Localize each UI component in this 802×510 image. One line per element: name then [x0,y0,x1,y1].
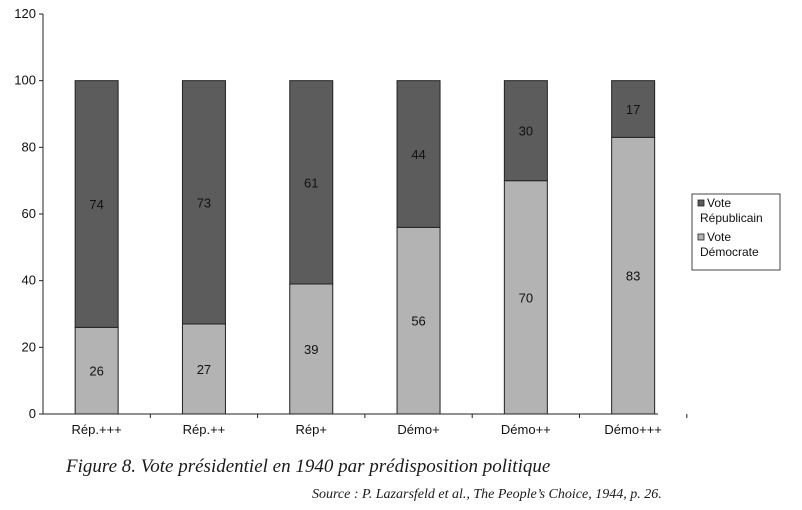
data-label: 26 [89,364,103,379]
y-tick-label: 60 [22,206,36,221]
bar-republicain [503,80,548,182]
bar-republicain [396,80,441,228]
y-tick-label: 20 [22,339,36,354]
x-tick-label: Démo++ [501,422,551,437]
bar-democrate [181,323,226,415]
legend-label: Démocrate [700,245,759,259]
data-label: 61 [304,175,318,190]
data-label: 83 [626,269,640,284]
figure-caption: Figure 8. Vote présidentiel en 1940 par … [66,456,551,477]
legend-label: Vote [707,230,731,244]
legend-swatch [697,233,705,241]
data-label: 56 [411,314,425,329]
bar-democrate [74,326,119,415]
y-tick-label: 40 [22,273,36,288]
data-label: 17 [626,102,640,117]
y-tick-label: 80 [22,139,36,154]
bar-democrate [289,283,334,415]
x-tick-label: Rép+ [296,422,327,437]
bar-republicain [181,80,226,325]
data-label: 27 [197,362,211,377]
bar-democrate [396,226,441,415]
y-tick-label: 100 [14,73,36,88]
data-label: 73 [197,195,211,210]
bar-democrate [503,180,548,415]
data-label: 74 [89,197,103,212]
x-tick-label: Démo+ [397,422,439,437]
x-tick-label: Rép.++ [183,422,226,437]
legend-label: Vote [707,196,731,210]
bar-democrate [611,136,656,415]
stacked-bar-chart: 0 20 40 60 80 100 120 26 74 Rép.+++ 27 73 Rép.++ 39 61… [14,6,781,437]
x-tick-label: Démo+++ [604,422,661,437]
legend-swatch [697,199,705,207]
source-note: Source : P. Lazarsfeld et al., The Peopl… [312,487,662,502]
bar-republicain [74,80,119,328]
data-label: 30 [519,124,533,139]
data-label: 39 [304,342,318,357]
data-label: 44 [411,147,425,162]
y-tick-label: 120 [14,6,36,21]
data-label: 70 [519,290,533,305]
bar-republicain [289,80,334,285]
legend-box [691,193,781,271]
bar-republicain [611,80,656,138]
x-tick-label: Rép.+++ [72,422,122,437]
legend-label: Républicain [700,211,763,225]
y-tick-label: 0 [29,406,36,421]
